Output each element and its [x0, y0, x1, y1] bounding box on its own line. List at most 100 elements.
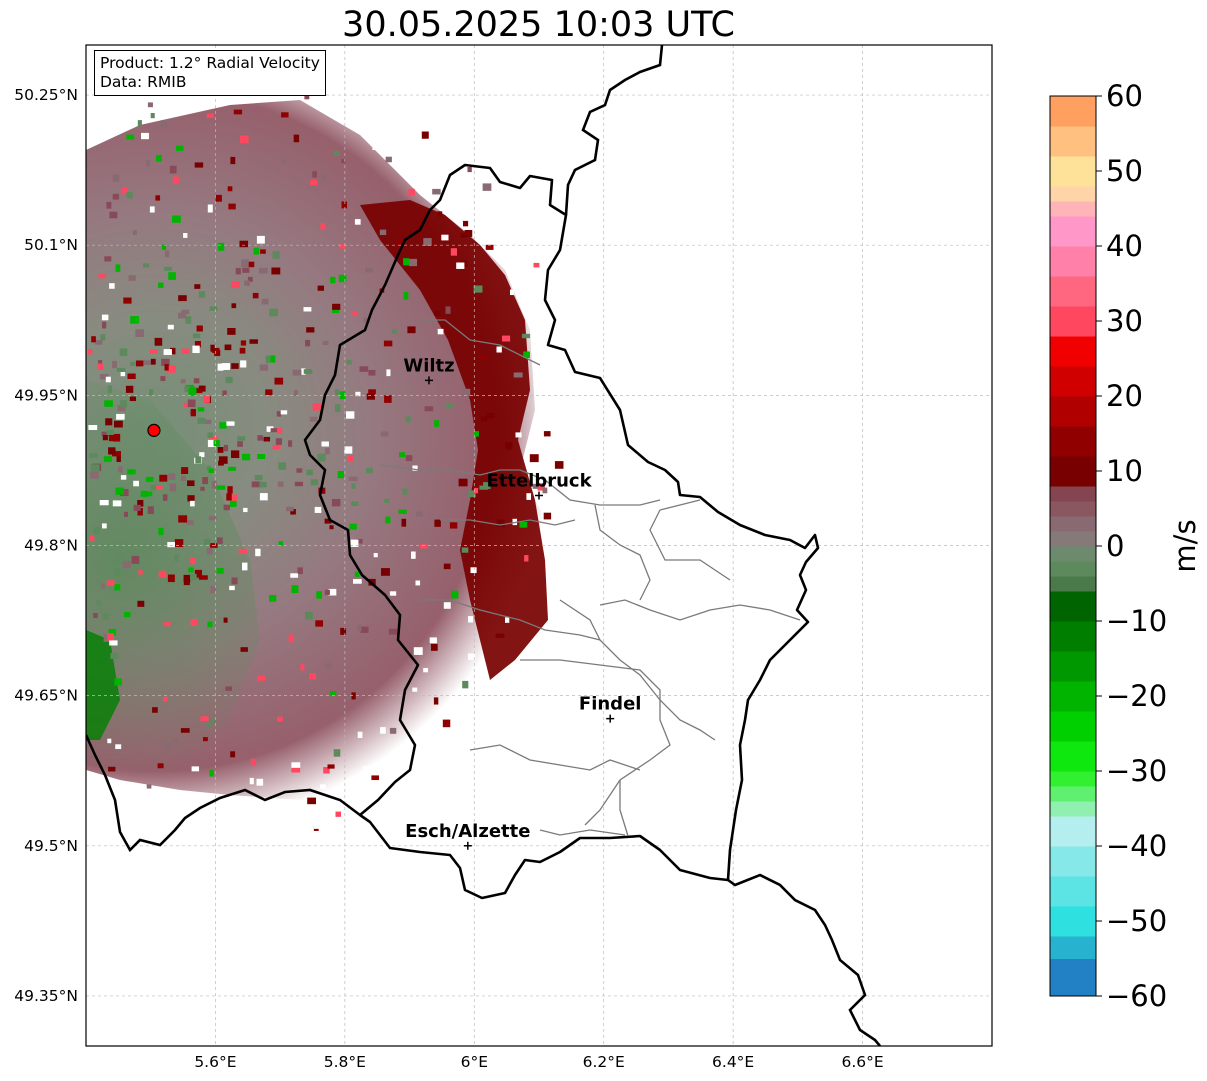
- longitude-tick-label: 6.2°E: [583, 1053, 625, 1071]
- echo-speckle: [161, 358, 170, 366]
- echo-speckle: [293, 389, 299, 396]
- colorbar-segment: [1050, 186, 1096, 202]
- colorbar-segment: [1050, 546, 1096, 562]
- echo-speckle: [211, 481, 217, 489]
- city-findel[interactable]: Findel: [579, 694, 642, 723]
- echo-speckle: [109, 640, 118, 646]
- echo-speckle: [467, 167, 472, 173]
- echo-speckle: [317, 285, 324, 291]
- echo-speckle: [90, 464, 100, 472]
- echo-speckle: [117, 405, 126, 412]
- echo-speckle: [194, 162, 204, 168]
- colorbar-segment: [1050, 156, 1096, 187]
- echo-speckle: [307, 797, 316, 805]
- product-info-box: Product: 1.2° Radial Velocity Data: RMIB: [94, 50, 326, 96]
- echo-speckle: [226, 493, 232, 501]
- echo-speckle: [107, 738, 112, 744]
- echo-speckle: [194, 569, 202, 578]
- city-wiltz[interactable]: Wiltz: [403, 355, 455, 385]
- echo-speckle: [120, 372, 126, 377]
- echo-speckle: [200, 716, 209, 722]
- echo-speckle: [105, 418, 113, 426]
- longitude-tick-label: 6.6°E: [841, 1053, 883, 1071]
- echo-speckle: [168, 473, 176, 480]
- echo-speckle: [324, 589, 330, 595]
- echo-speckle: [276, 837, 285, 843]
- echo-speckle: [230, 156, 236, 165]
- echo-speckle: [327, 764, 335, 769]
- echo-speckle: [411, 551, 416, 559]
- colorbar-tick-label: 20: [1106, 379, 1143, 413]
- belgium-france-border: [86, 734, 361, 853]
- latitude-tick-label: 49.8°N: [24, 537, 78, 555]
- echo-speckle: [340, 627, 347, 635]
- echo-speckle: [240, 340, 247, 346]
- echo-speckle: [174, 554, 179, 562]
- radar-site-marker[interactable]: [147, 423, 161, 437]
- echo-speckle: [333, 749, 341, 757]
- echo-speckle: [426, 167, 435, 175]
- echo-speckle: [252, 292, 259, 299]
- echo-speckle: [122, 560, 131, 569]
- echo-speckle: [458, 478, 468, 487]
- colorbar-segment: [1050, 516, 1096, 532]
- echo-speckle: [513, 372, 523, 378]
- echo-speckle: [310, 179, 318, 186]
- echo-speckle: [194, 284, 201, 289]
- echo-speckle: [185, 316, 192, 324]
- echo-speckle: [505, 441, 513, 450]
- echo-speckle: [208, 516, 217, 521]
- echo-speckle: [253, 247, 260, 255]
- echo-speckle: [341, 159, 346, 164]
- echo-speckle: [170, 347, 176, 355]
- echo-speckle: [196, 804, 202, 809]
- echo-speckle: [482, 183, 492, 191]
- echo-speckle: [443, 602, 451, 609]
- echo-speckle: [190, 408, 196, 417]
- colorbar-segment: [1050, 561, 1096, 577]
- echo-speckle: [366, 467, 373, 474]
- echo-speckle: [95, 340, 103, 345]
- echo-speckle: [119, 348, 128, 356]
- colorbar-tick-label: 10: [1106, 454, 1143, 488]
- city-esch-alzette[interactable]: Esch/Alzette: [405, 821, 530, 850]
- echo-speckle: [104, 256, 112, 262]
- echo-speckle: [149, 206, 155, 213]
- city-ettelbruck[interactable]: Ettelbruck: [486, 470, 593, 500]
- echo-speckle: [247, 276, 253, 282]
- echo-speckle: [368, 389, 376, 394]
- echo-speckle: [116, 455, 121, 462]
- echo-speckle: [328, 588, 337, 596]
- echo-speckle: [544, 335, 549, 343]
- echo-speckle: [495, 633, 505, 638]
- echo-speckle: [231, 363, 239, 369]
- colorbar-segment: [1050, 741, 1096, 772]
- echo-speckle: [145, 491, 153, 497]
- echo-speckle: [431, 644, 438, 651]
- echo-speckle: [225, 376, 233, 384]
- echo-speckle: [533, 262, 540, 268]
- echo-speckle: [130, 316, 140, 324]
- echo-speckle: [324, 518, 332, 524]
- echo-speckle: [502, 195, 511, 202]
- city-marker-icon: [463, 841, 472, 850]
- echo-speckle: [128, 275, 136, 281]
- echo-speckle: [163, 349, 172, 355]
- echo-speckle: [317, 453, 326, 462]
- echo-speckle: [211, 347, 220, 353]
- echo-speckle: [158, 527, 164, 536]
- echo-speckle: [432, 188, 441, 195]
- echo-speckle: [306, 327, 315, 333]
- echo-speckle: [209, 718, 216, 723]
- echo-speckle: [197, 407, 205, 412]
- echo-speckle: [120, 489, 129, 497]
- echo-speckle: [322, 340, 329, 345]
- echo-speckle: [463, 220, 469, 227]
- echo-speckle: [178, 312, 187, 319]
- echo-speckle: [310, 479, 319, 486]
- echo-speckle: [195, 456, 202, 464]
- echo-speckle: [124, 511, 129, 517]
- echo-speckle: [526, 493, 532, 500]
- echo-speckle: [242, 453, 251, 461]
